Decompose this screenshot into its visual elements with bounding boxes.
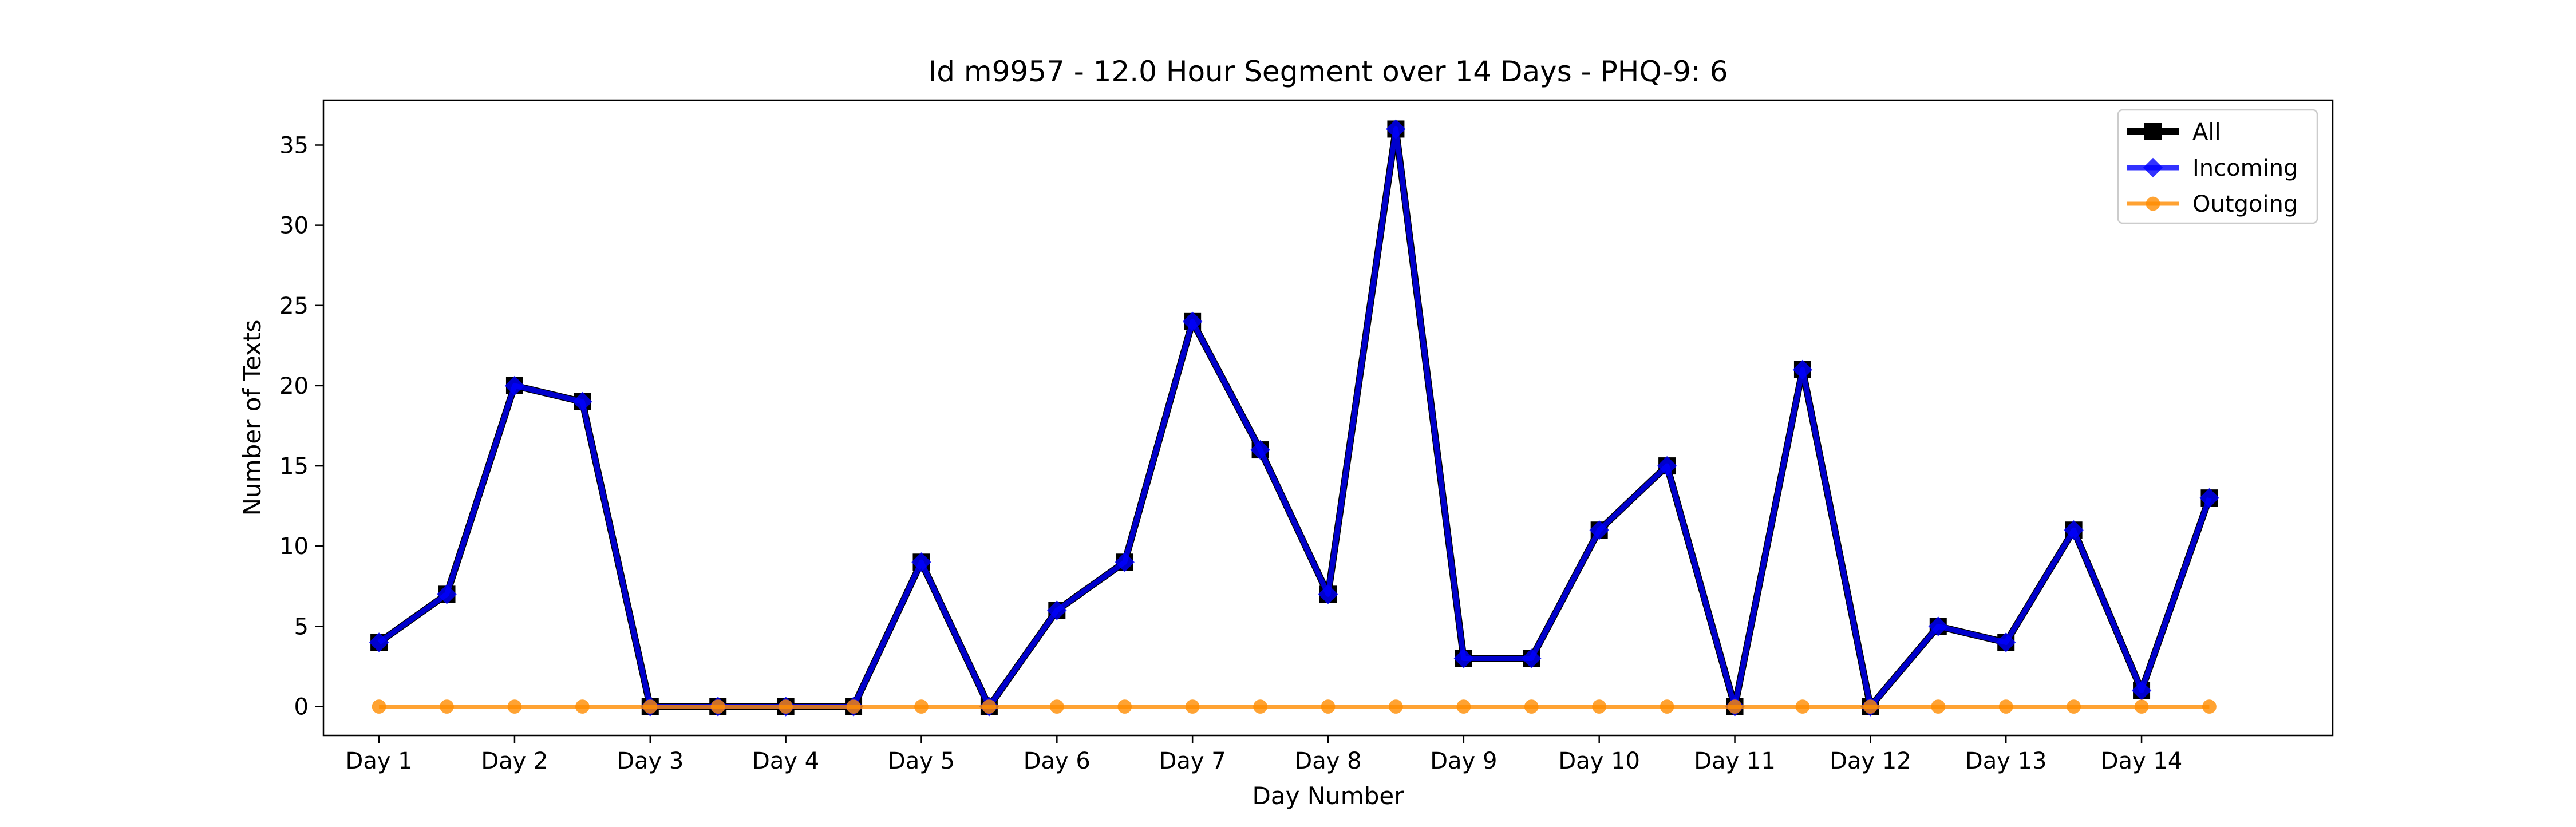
x-tick-label: Day 12 <box>1830 748 1911 774</box>
data-point-outgoing <box>779 699 793 714</box>
data-point-outgoing <box>1592 699 1607 714</box>
data-point-outgoing <box>1931 699 1946 714</box>
legend-label: Outgoing <box>2192 191 2298 217</box>
data-point-incoming <box>1996 632 2016 652</box>
data-point-incoming <box>1047 600 1067 620</box>
legend-label: Incoming <box>2192 155 2298 181</box>
data-point-incoming <box>1182 311 1203 332</box>
data-point-outgoing <box>507 699 522 714</box>
x-tick-label: Day 2 <box>481 748 548 774</box>
data-point-outgoing <box>1049 699 1064 714</box>
data-point-incoming <box>1589 520 1609 540</box>
x-tick-label: Day 10 <box>1558 748 1640 774</box>
x-tick-label: Day 1 <box>346 748 413 774</box>
x-tick-label: Day 7 <box>1159 748 1226 774</box>
data-point-outgoing <box>1728 699 1742 714</box>
y-axis-label: Number of Texts <box>238 320 266 516</box>
data-point-incoming <box>369 632 389 652</box>
x-tick-label: Day 6 <box>1024 748 1091 774</box>
legend-marker <box>2143 157 2163 178</box>
legend-marker <box>2144 123 2162 140</box>
data-point-incoming <box>1453 648 1474 668</box>
data-point-outgoing <box>1253 699 1267 714</box>
series-outgoing <box>372 699 2217 714</box>
y-tick-label: 35 <box>279 132 309 159</box>
data-point-incoming <box>2064 520 2084 540</box>
data-point-incoming <box>1522 648 1542 668</box>
data-point-outgoing <box>643 699 658 714</box>
chart-title: Id m9957 - 12.0 Hour Segment over 14 Day… <box>928 55 1728 88</box>
data-point-outgoing <box>1117 699 1132 714</box>
data-point-incoming <box>572 391 592 412</box>
data-point-incoming <box>1318 584 1338 604</box>
data-point-incoming <box>1250 440 1270 460</box>
data-point-incoming <box>1792 359 1813 380</box>
data-point-incoming <box>1386 119 1406 139</box>
x-tick-label: Day 4 <box>752 748 819 774</box>
data-point-incoming <box>2131 680 2152 701</box>
x-tick-label: Day 11 <box>1694 748 1776 774</box>
data-point-outgoing <box>1998 699 2013 714</box>
x-tick-label: Day 3 <box>617 748 683 774</box>
y-tick-label: 20 <box>279 373 309 399</box>
data-point-outgoing <box>440 699 454 714</box>
data-point-outgoing <box>2202 699 2217 714</box>
legend: All Incoming Outgoing <box>2117 109 2318 224</box>
data-point-outgoing <box>1524 699 1539 714</box>
data-point-outgoing <box>1185 699 1200 714</box>
data-point-outgoing <box>914 699 929 714</box>
x-tick-label: Day 5 <box>888 748 955 774</box>
data-point-incoming <box>2199 488 2219 508</box>
x-tick-label: Day 8 <box>1294 748 1361 774</box>
data-point-outgoing <box>1795 699 1810 714</box>
data-point-outgoing <box>982 699 997 714</box>
data-point-outgoing <box>372 699 386 714</box>
y-tick-label: 10 <box>279 533 309 560</box>
data-point-incoming <box>1657 456 1677 476</box>
data-point-incoming <box>1115 552 1135 572</box>
data-point-outgoing <box>575 699 590 714</box>
data-point-incoming <box>911 552 931 572</box>
data-point-outgoing <box>1456 699 1471 714</box>
data-point-incoming <box>437 584 457 604</box>
data-point-outgoing <box>1863 699 1878 714</box>
legend-marker <box>2146 196 2160 211</box>
y-tick-label: 15 <box>279 453 309 480</box>
y-tick-label: 0 <box>294 694 309 721</box>
data-point-outgoing <box>2134 699 2149 714</box>
y-tick-label: 25 <box>279 293 309 319</box>
x-tick-label: Day 14 <box>2101 748 2183 774</box>
legend-label: All <box>2192 119 2221 145</box>
data-point-incoming <box>504 375 525 396</box>
legend-box <box>2117 109 2318 224</box>
data-point-outgoing <box>1660 699 1674 714</box>
data-point-outgoing <box>710 699 725 714</box>
y-tick-label: 5 <box>294 614 309 640</box>
x-axis-label: Day Number <box>1252 782 1404 810</box>
x-tick-label: Day 9 <box>1430 748 1497 774</box>
data-point-outgoing <box>1321 699 1336 714</box>
y-tick-label: 30 <box>279 213 309 239</box>
data-point-outgoing <box>1389 699 1403 714</box>
data-point-outgoing <box>846 699 861 714</box>
x-tick-label: Day 13 <box>1965 748 2047 774</box>
data-point-outgoing <box>2067 699 2081 714</box>
data-point-incoming <box>1928 616 1949 636</box>
